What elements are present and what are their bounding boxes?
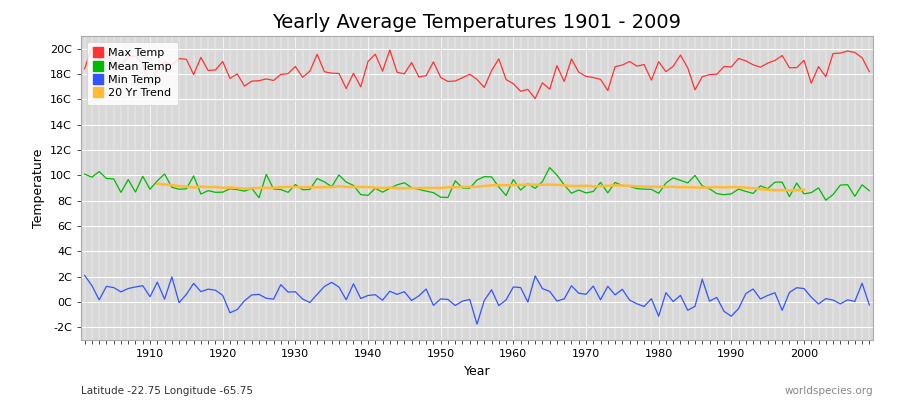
Title: Yearly Average Temperatures 1901 - 2009: Yearly Average Temperatures 1901 - 2009 — [273, 13, 681, 32]
Legend: Max Temp, Mean Temp, Min Temp, 20 Yr Trend: Max Temp, Mean Temp, Min Temp, 20 Yr Tre… — [86, 42, 178, 105]
Y-axis label: Temperature: Temperature — [32, 148, 44, 228]
X-axis label: Year: Year — [464, 364, 490, 378]
Text: worldspecies.org: worldspecies.org — [785, 386, 873, 396]
Text: Latitude -22.75 Longitude -65.75: Latitude -22.75 Longitude -65.75 — [81, 386, 253, 396]
